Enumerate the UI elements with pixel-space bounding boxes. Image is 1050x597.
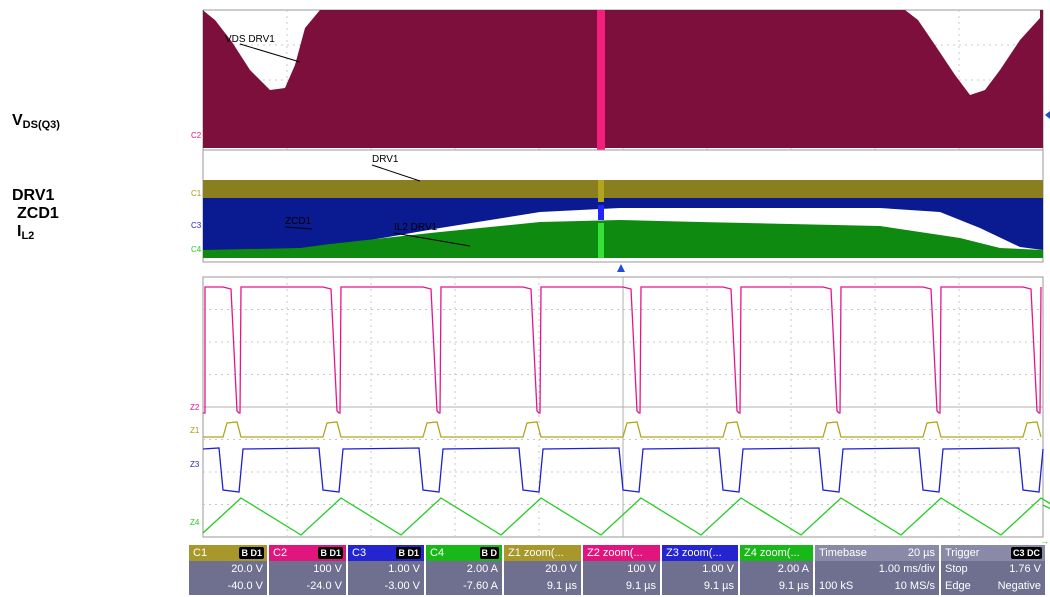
channel-scale: 1.00 V <box>388 563 420 575</box>
channel-badge: B D1 <box>318 547 343 559</box>
zoom-plot: Z2 Z1 Z3 Z4 <box>190 276 1050 538</box>
channel-scale: 2.00 A <box>777 563 809 575</box>
il2-label: IL2 <box>17 223 35 242</box>
channel-scale: 100 V <box>627 563 656 575</box>
channel-panel-z3[interactable]: Z3 zoom(... 1.00 V 9.1 µs <box>662 545 738 595</box>
channel-offset: 9.1 µs <box>703 580 734 592</box>
c2-marker: C2 <box>191 131 202 140</box>
channel-offset: 9.1 µs <box>625 580 656 592</box>
z3-trace <box>202 447 1044 493</box>
drv1-trace-name: DRV1 <box>372 154 399 165</box>
trigger-position-marker <box>617 264 625 272</box>
channel-panel-z1[interactable]: Z1 zoom(... 20.0 V 9.1 µs <box>504 545 581 595</box>
channel-offset: -7.60 A <box>463 580 498 592</box>
channel-panel-c3[interactable]: C3 B D1 1.00 V -3.00 V <box>348 545 424 595</box>
vds-envelope <box>203 10 1043 148</box>
c3-marker: C3 <box>191 221 202 230</box>
channel-badge: B D1 <box>396 547 421 559</box>
channel-panel-c4[interactable]: C4 B D 2.00 A -7.60 A <box>426 545 502 595</box>
channel-badge: B D1 <box>239 547 264 559</box>
channel-panel-z4[interactable]: Z4 zoom(... 2.00 A 9.1 µs <box>740 545 813 595</box>
drv1-label: DRV1 <box>12 187 55 204</box>
cursor-mid-c3 <box>598 205 604 220</box>
trigger-slope: Negative <box>997 580 1041 592</box>
channel-scale: 1.00 V <box>702 563 734 575</box>
z1-marker: Z1 <box>190 426 200 435</box>
level-marker-c2 <box>1045 111 1050 119</box>
channel-name: Z1 zoom(... <box>508 547 564 559</box>
timebase-scale: 1.00 ms/div <box>878 563 935 575</box>
vds-q3-label: VDS(Q3) <box>12 112 60 131</box>
z3-marker: Z3 <box>190 460 200 469</box>
channel-name: C2 <box>273 547 288 559</box>
timebase-panel[interactable]: Timebase 20 µs 1.00 ms/div 100 kS 10 MS/… <box>815 545 939 595</box>
il2-band <box>203 220 1043 258</box>
z2-marker: Z2 <box>190 403 200 412</box>
c1-marker: C1 <box>191 189 202 198</box>
trigger-type: Edge <box>945 580 971 592</box>
channel-panel-c1[interactable]: C1 B D1 20.0 V -40.0 V <box>189 545 267 595</box>
channel-name: C4 <box>430 547 445 559</box>
channel-offset: 9.1 µs <box>778 580 809 592</box>
trigger-mode: Stop <box>945 563 968 575</box>
vds-trace-name: VDS DRV1 <box>225 34 275 45</box>
il2-trace-name: IL2 DRV1 <box>394 222 438 233</box>
channel-name: Z3 zoom(... <box>666 547 722 559</box>
channel-scale: 2.00 A <box>466 563 498 575</box>
channel-offset: 9.1 µs <box>546 580 577 592</box>
channel-scale: 20.0 V <box>231 563 263 575</box>
scroll-arrow-icon[interactable]: → <box>1040 536 1049 546</box>
z1-trace <box>203 421 1042 438</box>
timebase-value: 20 µs <box>907 547 935 559</box>
channel-name: C1 <box>193 547 208 559</box>
channel-name: C3 <box>352 547 367 559</box>
zcd1-band <box>203 198 1043 250</box>
timebase-title: Timebase <box>819 547 867 559</box>
timebase-rate: 10 MS/s <box>894 580 935 592</box>
drv1-band <box>203 180 1043 202</box>
channel-offset: -24.0 V <box>306 580 342 592</box>
channel-badge: B D <box>479 547 499 559</box>
channel-offset: -3.00 V <box>384 580 420 592</box>
trigger-panel[interactable]: Trigger C3 DC Stop 1.76 V Edge Negative <box>941 545 1045 595</box>
cursor-mid-c1 <box>598 180 604 202</box>
channel-scale: 100 V <box>313 563 342 575</box>
trigger-title: Trigger <box>945 547 980 559</box>
channel-panel-z2[interactable]: Z2 zoom(... 100 V 9.1 µs <box>583 545 660 595</box>
channel-name: Z4 zoom(... <box>744 547 800 559</box>
z4-trace <box>202 497 1050 536</box>
z4-marker: Z4 <box>190 518 200 527</box>
overview-digital-plot: DRV1 ZCD1 IL2 DRV1 C1 C3 C4 <box>191 149 1044 272</box>
channel-offset: -40.0 V <box>227 580 263 592</box>
channel-name: Z2 zoom(... <box>587 547 643 559</box>
trigger-source-badge: C3 DC <box>1010 547 1042 559</box>
cursor-mid-c4 <box>598 223 604 258</box>
channel-scale: 20.0 V <box>545 563 577 575</box>
overview-plot: VDS DRV1 C2 <box>191 9 1050 151</box>
channel-panel-c2[interactable]: C2 B D1 100 V -24.0 V <box>269 545 346 595</box>
trigger-level: 1.76 V <box>1009 563 1041 575</box>
zcd1-trace-name: ZCD1 <box>285 216 312 227</box>
timebase-samples: 100 kS <box>819 580 854 592</box>
c4-marker: C4 <box>191 245 202 254</box>
pink-cursor-top <box>597 10 605 150</box>
z2-trace <box>203 286 1042 414</box>
zcd1-label: ZCD1 <box>17 205 59 222</box>
